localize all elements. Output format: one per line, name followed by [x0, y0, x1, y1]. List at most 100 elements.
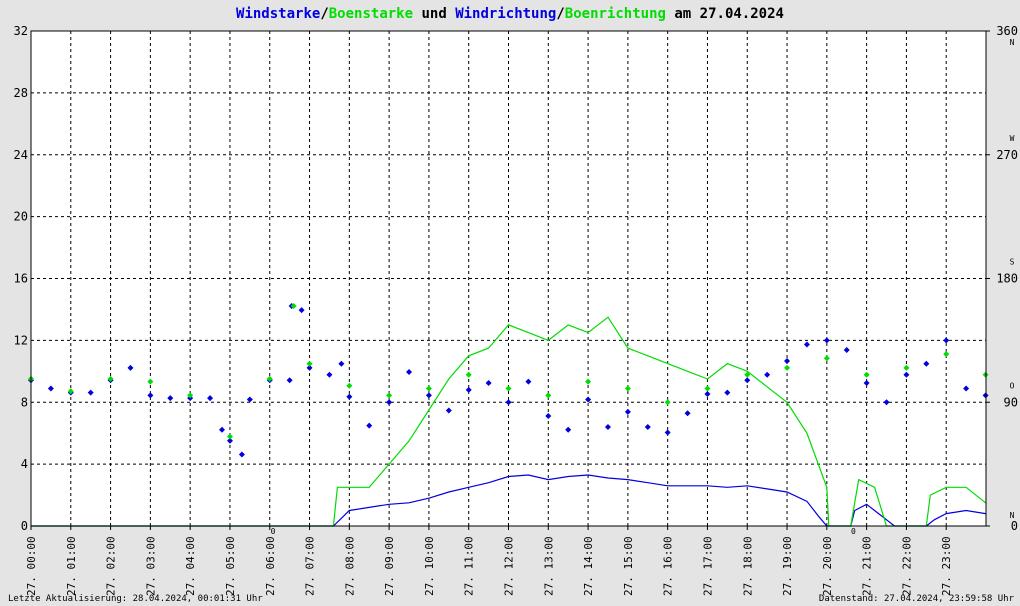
direction-point — [266, 375, 273, 382]
plot-frame — [30, 30, 987, 527]
x-tick-label: 27. 05:00 — [224, 536, 237, 596]
y2-tick-label: 360 — [996, 24, 1018, 38]
direction-point — [326, 371, 333, 378]
direction-point — [784, 358, 791, 364]
x-tick-label: 27. 12:00 — [503, 536, 516, 596]
x-tick-label: 27. 15:00 — [622, 536, 635, 596]
direction-point — [525, 378, 532, 385]
compass-label: N — [1010, 511, 1015, 520]
direction-point — [226, 437, 233, 444]
direction-point — [406, 369, 413, 375]
title-und: und — [413, 6, 455, 22]
title-sep2: / — [556, 6, 564, 22]
direction-point — [704, 391, 711, 397]
direction-point — [585, 396, 592, 403]
y2-tick-label: 0 — [1011, 519, 1018, 533]
x-tick-label: 27. 14:00 — [582, 536, 595, 596]
compass-label: N — [1010, 38, 1015, 47]
red-marker-label: 0 — [271, 527, 276, 536]
direction-point — [47, 385, 54, 392]
x-tick-label: 27. 08:00 — [343, 536, 356, 596]
y-tick-label: 4 — [21, 457, 28, 471]
direction-point — [823, 337, 830, 344]
direction-point — [246, 396, 253, 403]
speed-line — [31, 316, 986, 527]
title-windstarke: Windstarke — [236, 6, 320, 22]
direction-point — [286, 377, 293, 384]
direction-point — [505, 385, 512, 392]
direction-point — [664, 399, 671, 406]
footer-left: Letzte Aktualisierung: 28.04.2024, 00:01… — [8, 594, 263, 604]
direction-point — [386, 399, 393, 406]
y2-tick-label: 270 — [996, 148, 1018, 162]
compass-label: S — [1010, 258, 1015, 267]
compass-label: O — [1010, 381, 1015, 390]
x-tick-label: 27. 19:00 — [781, 536, 794, 596]
x-tick-label: 27. 21:00 — [861, 536, 874, 596]
direction-point — [644, 424, 651, 430]
direction-point — [465, 371, 472, 378]
direction-point — [943, 351, 950, 358]
direction-point — [843, 347, 850, 353]
axes: 0 4 8 12 16 20 24 28 32 27. 00:00 27. 01:00 27. 02:… — [14, 24, 1018, 596]
direction-point — [485, 380, 492, 386]
red-marker-label: 0 — [851, 527, 856, 536]
direction-point — [803, 341, 810, 348]
series-boenstarke — [31, 316, 986, 527]
title-date: am 27.04.2024 — [666, 6, 784, 22]
title-windrichtung: Windrichtung — [455, 6, 556, 22]
direction-point — [238, 451, 245, 458]
x-tick-label: 27. 11:00 — [463, 536, 476, 596]
direction-point — [724, 389, 731, 396]
direction-point — [465, 386, 472, 393]
direction-point — [306, 364, 313, 371]
direction-point — [425, 392, 432, 399]
x-tick-label: 27. 16:00 — [662, 536, 675, 596]
direction-point — [784, 364, 791, 371]
direction-point — [290, 303, 297, 309]
x-tick-label: 27. 01:00 — [65, 536, 78, 596]
y-tick-label: 24 — [14, 148, 28, 162]
direction-point — [764, 371, 771, 378]
direction-point — [445, 407, 452, 414]
direction-point — [744, 371, 751, 378]
direction-point — [923, 360, 930, 367]
direction-point — [425, 385, 432, 392]
direction-point — [306, 360, 313, 367]
direction-point — [207, 395, 214, 402]
x-tick-label: 27. 22:00 — [900, 536, 913, 596]
series-windstarke — [31, 474, 986, 527]
direction-point — [127, 364, 134, 371]
title-boenrichtung: Boenrichtung — [565, 6, 666, 22]
speed-line — [31, 474, 986, 527]
direction-point — [903, 364, 910, 371]
direction-point — [505, 399, 512, 406]
direction-point — [187, 392, 194, 399]
direction-point — [87, 389, 94, 396]
direction-point — [744, 377, 751, 384]
x-tick-label: 27. 03:00 — [144, 536, 157, 596]
y-tick-label: 20 — [14, 210, 28, 224]
direction-point — [604, 424, 611, 430]
series-layer — [28, 303, 989, 527]
x-tick-label: 27. 18:00 — [741, 536, 754, 596]
direction-point — [624, 408, 631, 415]
direction-point — [943, 337, 950, 344]
direction-point — [338, 360, 345, 367]
x-tick-label: 27. 09:00 — [383, 536, 396, 596]
direction-point — [883, 399, 890, 406]
chart-title: Windstarke/Boenstarke und Windrichtung/B… — [236, 6, 784, 22]
direction-point — [704, 385, 711, 392]
direction-point — [545, 392, 552, 399]
direction-point — [963, 385, 970, 392]
direction-point — [684, 410, 691, 417]
x-tick-label: 27. 23:00 — [940, 536, 953, 596]
direction-point — [565, 426, 572, 433]
direction-point — [226, 433, 233, 440]
direction-point — [664, 429, 671, 436]
y2-tick-label: 90 — [1004, 395, 1018, 409]
y-tick-label: 0 — [21, 519, 28, 533]
direction-point — [219, 426, 225, 433]
x-tick-label: 27. 06:00 — [264, 536, 277, 596]
